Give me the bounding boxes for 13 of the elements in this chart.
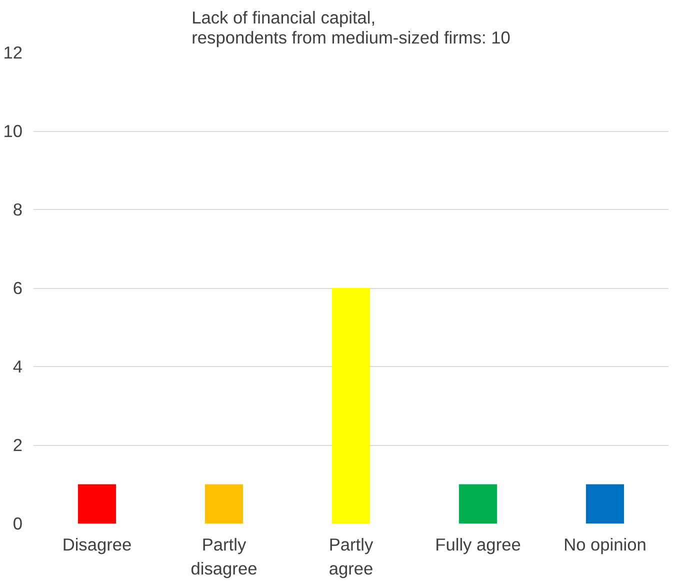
chart-title: Lack of financial capital, respondents from medium-sized firms: 10 bbox=[192, 8, 510, 48]
y-tick-label: 6 bbox=[12, 278, 23, 298]
x-tick-label: No opinion bbox=[564, 534, 646, 554]
y-tick-label: 8 bbox=[12, 200, 23, 220]
x-tick-label: Disagree bbox=[62, 534, 132, 554]
x-tick-label: Fully agree bbox=[435, 534, 521, 554]
x-tick-label: Partly disagree bbox=[190, 534, 258, 578]
y-tick-label: 4 bbox=[12, 356, 23, 376]
y-tick-label: 2 bbox=[12, 435, 23, 455]
y-tick-label: 0 bbox=[12, 514, 23, 534]
x-tick-label: Partly agree bbox=[328, 534, 374, 578]
y-tick-label: 12 bbox=[3, 42, 23, 62]
y-tick-label: 10 bbox=[3, 121, 23, 141]
